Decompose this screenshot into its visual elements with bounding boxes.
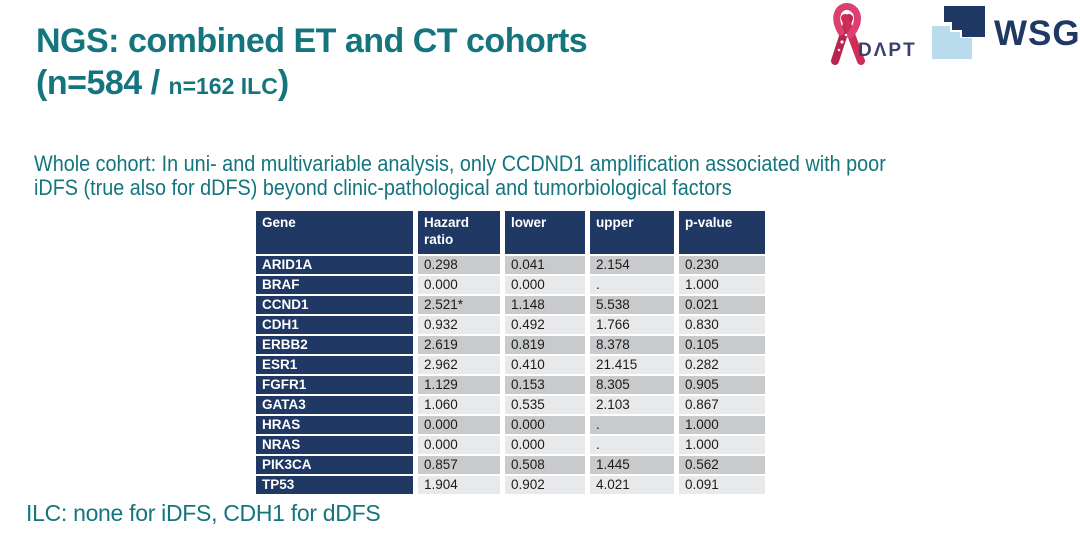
p-value-cell: 0.230 [679,256,765,274]
gene-cell: ESR1 [256,356,413,374]
gene-cell: PIK3CA [256,456,413,474]
p-value-cell: 1.000 [679,436,765,454]
table-row: ARID1A 0.298 0.041 2.154 0.230 [256,256,765,274]
hazard-ratio-cell: 0.932 [418,316,500,334]
subtitle-line-1: Whole cohort: In uni- and multivariable … [34,151,886,176]
hazard-ratio-cell: 1.904 [418,476,500,494]
lower-ci-cell: 0.492 [505,316,585,334]
hazard-ratio-cell: 2.521* [418,296,500,314]
title-n-cohort: (n=584 / [36,64,169,102]
table-row: ERBB2 2.619 0.819 8.378 0.105 [256,336,765,354]
upper-ci-cell: 8.305 [590,376,674,394]
p-value-cell: 0.905 [679,376,765,394]
p-value-cell: 0.021 [679,296,765,314]
upper-ci-cell: 4.021 [590,476,674,494]
p-value-cell: 0.105 [679,336,765,354]
hazard-ratio-table: Gene Hazard ratio lower upper p-value AR… [251,209,770,496]
table-row: FGFR1 1.129 0.153 8.305 0.905 [256,376,765,394]
table-row: PIK3CA 0.857 0.508 1.445 0.562 [256,456,765,474]
subtitle: Whole cohort: In uni- and multivariable … [34,152,886,200]
upper-ci-cell: . [590,276,674,294]
table-row: CDH1 0.932 0.492 1.766 0.830 [256,316,765,334]
upper-ci-cell: 5.538 [590,296,674,314]
column-header-gene: Gene [256,211,413,254]
gene-cell: CDH1 [256,316,413,334]
table-row: TP53 1.904 0.902 4.021 0.091 [256,476,765,494]
p-value-cell: 1.000 [679,416,765,434]
subtitle-line-2: iDFS (true also for dDFS) beyond clinic-… [34,175,732,200]
title-close-paren: ) [277,64,289,102]
p-value-cell: 0.282 [679,356,765,374]
logo-area: DΛPT WSG [826,0,1080,72]
p-value-cell: 0.867 [679,396,765,414]
wsg-logo-icon [932,6,985,59]
table-row: NRAS 0.000 0.000. 1.000 [256,436,765,454]
hazard-ratio-cell: 2.619 [418,336,500,354]
upper-ci-cell: 8.378 [590,336,674,354]
slide-title: NGS: combined ET and CT cohorts (n=584 /… [36,20,588,107]
hazard-ratio-cell: 0.298 [418,256,500,274]
p-value-cell: 0.830 [679,316,765,334]
gene-cell: ARID1A [256,256,413,274]
gene-cell: HRAS [256,416,413,434]
lower-ci-cell: 0.902 [505,476,585,494]
lower-ci-cell: 0.535 [505,396,585,414]
p-value-cell: 0.562 [679,456,765,474]
table-row: GATA3 1.060 0.535 2.103 0.867 [256,396,765,414]
hazard-ratio-cell: 1.129 [418,376,500,394]
hazard-ratio-cell: 0.000 [418,416,500,434]
upper-ci-cell: . [590,416,674,434]
table-row: HRAS 0.000 0.000. 1.000 [256,416,765,434]
lower-ci-cell: 0.508 [505,456,585,474]
title-n-ilc: n=162 ILC [168,73,278,99]
upper-ci-cell: 2.103 [590,396,674,414]
title-line-2: (n=584 / n=162 ILC) [36,62,587,107]
adapt-ribbon-icon [831,3,865,65]
lower-ci-cell: 1.148 [505,296,585,314]
table-row: CCND1 2.521* 1.148 5.538 0.021 [256,296,765,314]
table-header-row: Gene Hazard ratio lower upper p-value [256,211,765,254]
upper-ci-cell: 1.445 [590,456,674,474]
gene-cell: ERBB2 [256,336,413,354]
table-header: Gene Hazard ratio lower upper p-value [256,211,765,254]
lower-ci-cell: 0.000 [505,276,585,294]
hazard-ratio-cell: 0.857 [418,456,500,474]
gene-cell: GATA3 [256,396,413,414]
lower-ci-cell: 0.000 [505,416,585,434]
lower-ci-cell: 0.410 [505,356,585,374]
lower-ci-cell: 0.153 [505,376,585,394]
gene-cell: CCND1 [256,296,413,314]
column-header-hazard-ratio: Hazard ratio [418,211,500,254]
table-row: BRAF 0.000 0.000. 1.000 [256,276,765,294]
gene-cell: NRAS [256,436,413,454]
wsg-logo-text: WSG [994,14,1080,53]
gene-cell: TP53 [256,476,413,494]
hazard-ratio-cell: 0.000 [418,276,500,294]
p-value-cell: 0.091 [679,476,765,494]
column-header-lower: lower [505,211,585,254]
column-header-upper: upper [590,211,674,254]
hazard-ratio-cell: 2.962 [418,356,500,374]
hazard-ratio-cell: 0.000 [418,436,500,454]
adapt-logo-text: DΛPT [858,40,917,61]
gene-cell: FGFR1 [256,376,413,394]
title-line-1: NGS: combined ET and CT cohorts [36,22,588,60]
upper-ci-cell: 2.154 [590,256,674,274]
table-body: ARID1A 0.298 0.041 2.154 0.230 BRAF 0.000 0.000… [256,256,765,494]
hazard-ratio-cell: 1.060 [418,396,500,414]
upper-ci-cell: 21.415 [590,356,674,374]
footnote: ILC: none for iDFS, CDH1 for dDFS [26,500,381,526]
p-value-cell: 1.000 [679,276,765,294]
gene-cell: BRAF [256,276,413,294]
column-header-p-value: p-value [679,211,765,254]
upper-ci-cell: . [590,436,674,454]
lower-ci-cell: 0.000 [505,436,585,454]
upper-ci-cell: 1.766 [590,316,674,334]
lower-ci-cell: 0.819 [505,336,585,354]
table-row: ESR1 2.962 0.410 21.415 0.282 [256,356,765,374]
lower-ci-cell: 0.041 [505,256,585,274]
